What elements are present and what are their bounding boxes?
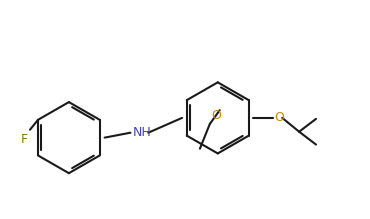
Text: O: O [211, 109, 221, 122]
Text: NH: NH [132, 126, 151, 139]
Text: F: F [21, 133, 28, 146]
Text: O: O [274, 111, 284, 124]
